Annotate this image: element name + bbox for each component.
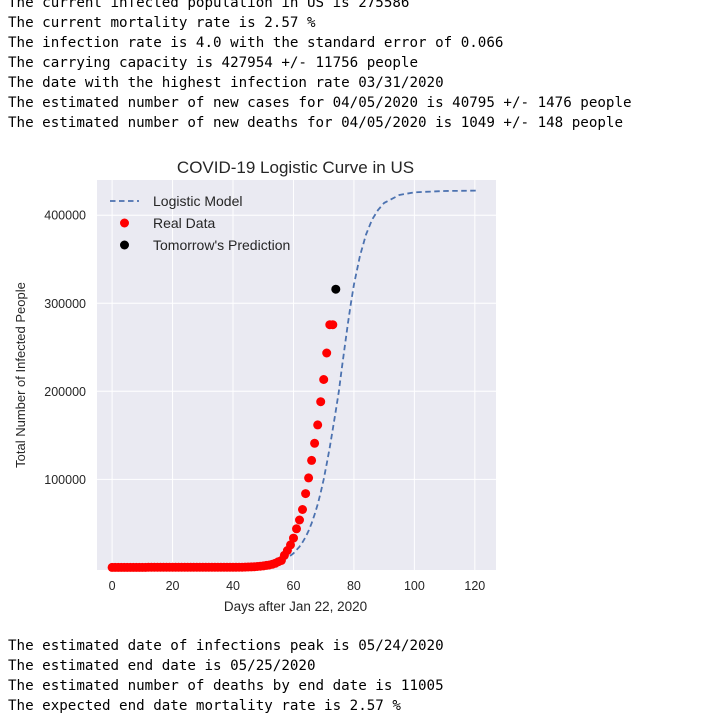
x-axis-ticks: 0 20 40 60 80 100 120 [109,579,486,593]
real-data-point [298,505,307,514]
x-axis-label: Days after Jan 22, 2020 [224,599,367,614]
y-tick-label: 100000 [44,473,86,487]
real-data-point [289,533,298,543]
output-line: The current mortality rate is 2.57 % [8,15,316,31]
x-tick-label: 100 [404,579,425,593]
chart-legend: Logistic Model Real Data Tomorrow's Pred… [110,193,290,253]
real-data-point [328,320,338,330]
real-data-point [301,489,311,499]
output-line: The date with the highest infection rate… [8,75,444,91]
logistic-model-line [112,189,478,569]
x-tick-label: 0 [109,579,116,593]
real-data-point [313,420,323,430]
output-line: The current infected population in US is… [8,0,410,11]
output-line: The carrying capacity is 427954 +/- 1175… [8,55,418,71]
output-line: The estimated end date is 05/25/2020 [8,658,316,674]
y-tick-label: 200000 [44,385,86,399]
y-tick-label: 400000 [44,209,86,223]
output-line: The estimated number of new cases for 04… [8,95,632,111]
grid-lines [97,180,496,570]
plot-area [97,180,496,570]
legend-model-label: Logistic Model [153,193,243,209]
legend-real-marker [120,218,129,228]
real-data-point [322,348,332,358]
output-line: The estimated date of infections peak is… [8,638,444,654]
legend-prediction-marker [120,240,129,250]
logistic-model-series [112,189,478,569]
y-axis-label: Total Number of Infected People [13,282,28,468]
logistic-curve-chart: COVID-19 Logistic Curve in US 0 20 40 60 80 1… [13,158,496,614]
real-data-series [107,320,338,572]
real-data-point [304,473,314,483]
x-tick-label: 60 [287,579,301,593]
real-data-point [295,515,304,525]
output-line: The estimated number of deaths by end da… [8,678,444,694]
real-data-point [286,540,295,550]
real-data-point [307,455,317,465]
console-output-bottom: The estimated date of infections peak is… [8,636,444,716]
output-line: The expected end date mortality rate is … [8,698,401,714]
x-tick-label: 20 [166,579,180,593]
x-tick-label: 120 [464,579,485,593]
console-output-top: The current infected population in US is… [8,0,632,133]
prediction-series [331,284,341,294]
y-tick-label: 300000 [44,297,86,311]
output-line: The estimated number of new deaths for 0… [8,115,623,131]
x-tick-label: 80 [347,579,361,593]
real-data-point [316,397,326,407]
x-tick-label: 40 [226,579,240,593]
output-line: The infection rate is 4.0 with the stand… [8,35,504,51]
legend-prediction-label: Tomorrow's Prediction [153,237,290,253]
y-axis-ticks: 100000 200000 300000 400000 [44,209,86,487]
legend-real-label: Real Data [153,215,215,231]
real-data-point [292,524,301,534]
real-data-point [319,375,329,384]
real-data-point [310,438,320,448]
chart-title: COVID-19 Logistic Curve in US [177,158,414,177]
prediction-point [331,284,341,294]
